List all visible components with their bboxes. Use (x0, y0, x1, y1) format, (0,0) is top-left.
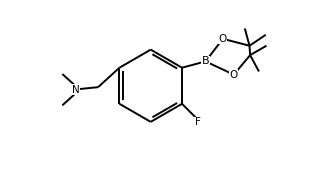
Text: O: O (230, 70, 238, 80)
Text: B: B (202, 56, 209, 66)
Text: N: N (72, 85, 79, 95)
Text: F: F (195, 117, 201, 127)
Text: O: O (219, 34, 227, 44)
